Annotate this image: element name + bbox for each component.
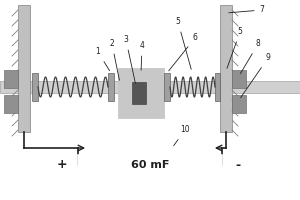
- Text: 1: 1: [96, 47, 110, 71]
- Text: +: +: [57, 158, 67, 171]
- Bar: [0, 81, 300, 93]
- Text: 6: 6: [169, 33, 197, 71]
- Text: -: -: [236, 158, 241, 171]
- Bar: [108, 73, 114, 101]
- Text: 8: 8: [240, 40, 260, 74]
- Bar: [232, 70, 246, 88]
- Bar: [4, 95, 18, 113]
- Text: 5: 5: [176, 18, 191, 69]
- Text: 4: 4: [140, 42, 144, 70]
- Bar: [18, 5, 30, 132]
- Text: 60 mF: 60 mF: [131, 160, 169, 170]
- Bar: [4, 70, 18, 88]
- Bar: [32, 73, 38, 101]
- Bar: [78, 155, 222, 175]
- Text: 2: 2: [110, 40, 119, 80]
- Bar: [132, 82, 146, 104]
- Text: 7: 7: [229, 5, 264, 15]
- Bar: [118, 68, 164, 118]
- Text: 3: 3: [124, 36, 135, 83]
- Text: 5: 5: [227, 27, 242, 68]
- Text: 9: 9: [241, 53, 270, 98]
- Text: 10: 10: [174, 126, 190, 146]
- Bar: [232, 95, 246, 113]
- Bar: [215, 73, 220, 101]
- Bar: [164, 73, 170, 101]
- Bar: [220, 5, 232, 132]
